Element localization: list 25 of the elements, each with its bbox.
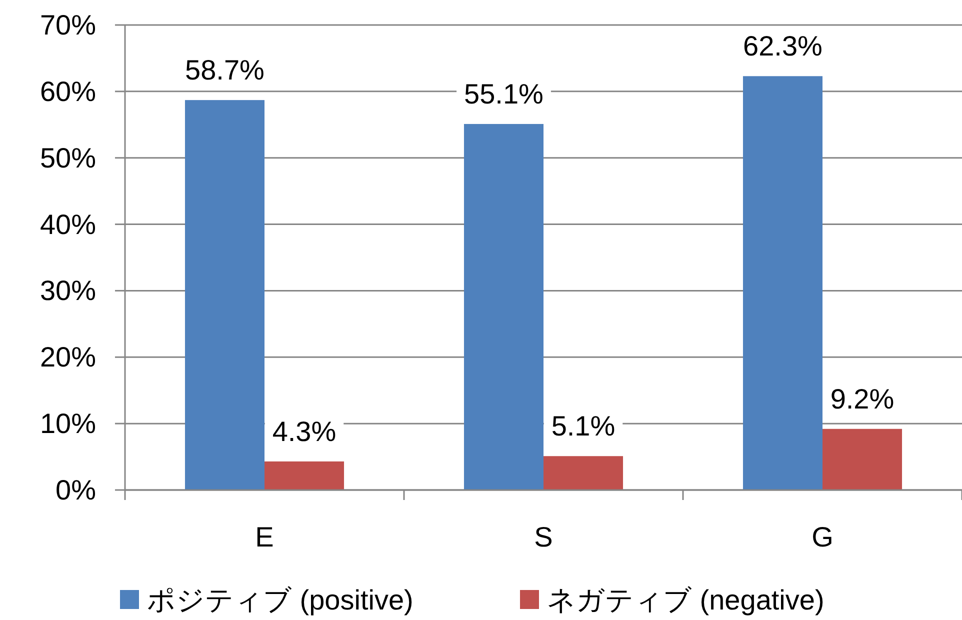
data-label: 55.1%	[464, 78, 544, 110]
y-tick-label: 30%	[40, 275, 96, 306]
y-tick-label: 10%	[40, 408, 96, 440]
bar	[822, 428, 902, 490]
data-label: 58.7%	[185, 54, 264, 86]
bar	[544, 456, 624, 490]
bar	[184, 100, 264, 490]
data-label: 4.3%	[272, 416, 336, 447]
y-tick-label: 40%	[40, 208, 96, 240]
bar	[464, 124, 544, 490]
data-label: 5.1%	[551, 410, 616, 442]
bar	[264, 461, 344, 490]
y-tick-label: 50%	[40, 142, 96, 174]
y-tick-label: 0%	[56, 474, 96, 506]
legend-label: ポジティブ (positive)	[147, 584, 414, 616]
bar	[742, 76, 822, 490]
data-label: 9.2%	[830, 383, 894, 414]
x-tick-label: G	[812, 522, 834, 552]
y-tick-label: 20%	[40, 342, 96, 373]
x-tick-label: E	[255, 522, 274, 552]
x-tick-label: S	[534, 522, 553, 552]
y-tick-label: 70%	[40, 10, 96, 40]
y-tick-label: 60%	[40, 76, 96, 107]
legend-label: ネガティブ (negative)	[547, 584, 824, 616]
data-label: 62.3%	[743, 30, 822, 62]
